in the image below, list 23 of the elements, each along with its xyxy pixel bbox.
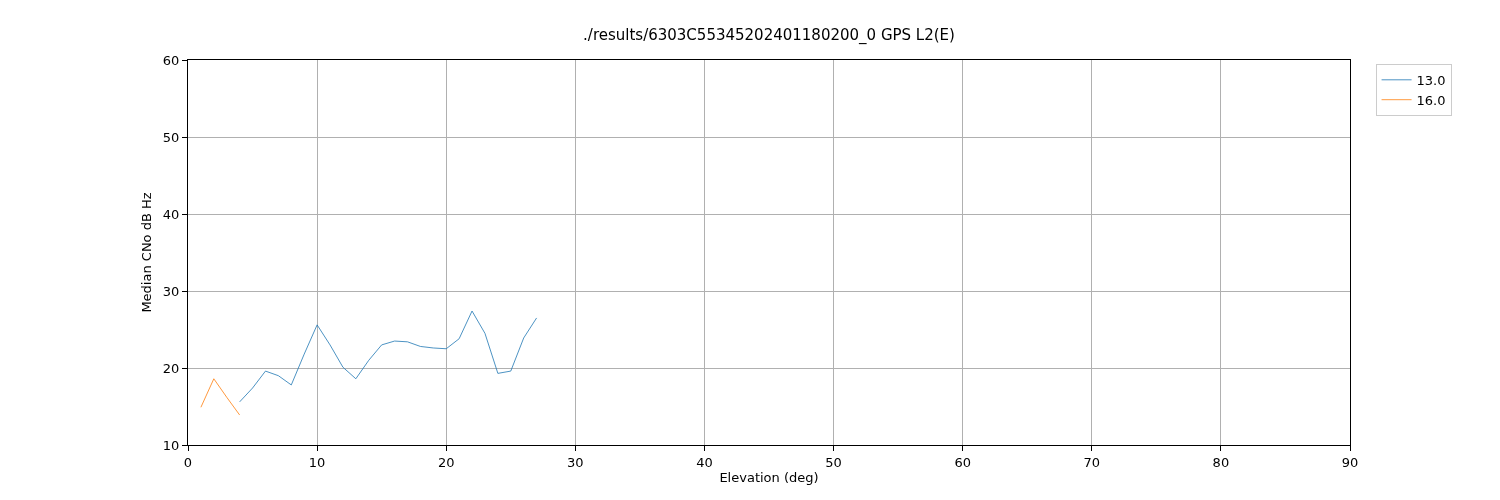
legend-label: 16.0 [1416,92,1446,108]
x-tick-label: 20 [437,454,455,470]
y-tick-label: 20 [162,360,180,376]
line-series [200,378,241,416]
y-tick-label: 40 [162,206,180,222]
x-tick-label: 10 [308,454,326,470]
x-tick-label: 50 [825,454,842,470]
y-axis-title: Median CNo dB Hz [138,192,154,313]
x-tick-label: 80 [1212,454,1230,470]
legend-label: 13.0 [1416,72,1446,88]
y-tick-label: 60 [162,52,180,68]
y-tick-label: 30 [162,283,180,299]
x-tick-label: 40 [696,454,713,470]
x-tick-label: 0 [183,454,193,470]
x-axis-title: Elevation (deg) [719,470,819,486]
y-tick-label: 10 [162,437,180,453]
chart-title: ./results/6303C55345202401180200_0 GPS L2(E) [583,26,955,45]
y-tick-label: 50 [162,129,180,145]
x-tick-label: 60 [954,454,971,470]
x-tick-label: 30 [567,454,584,470]
x-tick-label: 90 [1341,454,1359,470]
x-tick-label: 70 [1083,454,1101,470]
line-series [239,310,537,403]
